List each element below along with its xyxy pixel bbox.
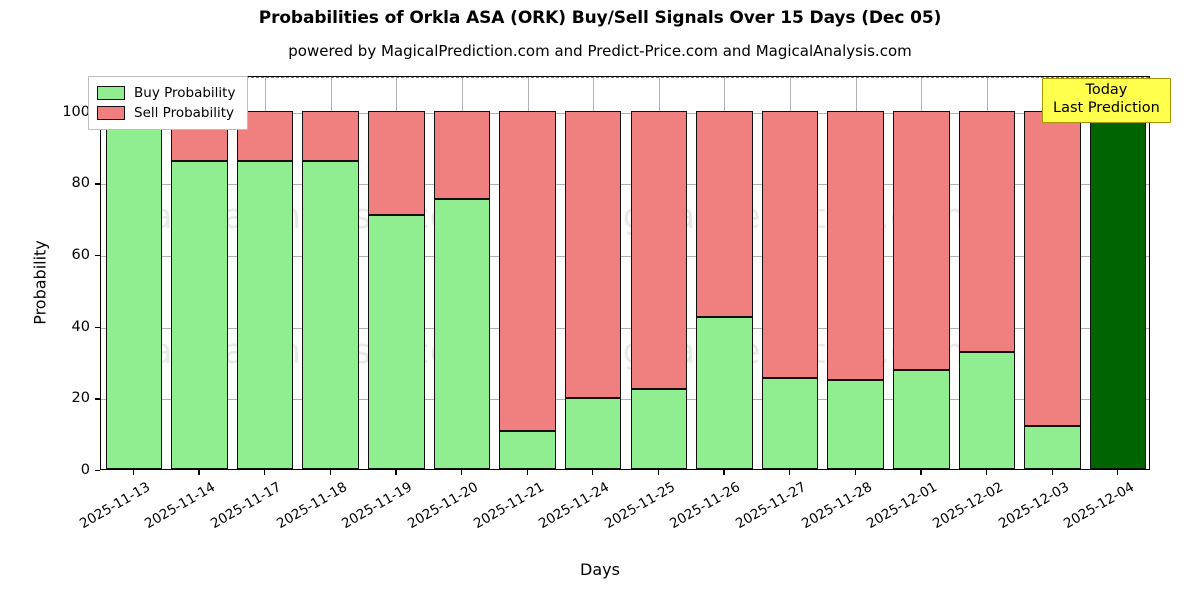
bar-group[interactable] (171, 77, 228, 469)
y-tick-label: 80 (71, 175, 90, 192)
y-tick-mark (95, 183, 100, 185)
y-tick-label: 40 (71, 318, 90, 335)
today-annotation-line2: Last Prediction (1053, 99, 1160, 116)
legend-item-buy: Buy Probability (97, 83, 235, 103)
buy-bar-segment[interactable] (564, 398, 622, 469)
bar-group[interactable] (302, 77, 359, 469)
buy-bar-segment[interactable] (236, 160, 294, 469)
legend-label-sell: Sell Probability (134, 105, 235, 121)
y-axis-label: Probability (30, 240, 50, 325)
x-tick-mark (526, 470, 528, 475)
bar-group[interactable] (368, 77, 425, 469)
y-tick-mark (95, 398, 100, 400)
bar-group[interactable] (827, 77, 884, 469)
buy-bar-segment[interactable] (302, 160, 359, 469)
x-tick-mark (1117, 470, 1119, 475)
today-annotation: Today Last Prediction (1042, 78, 1171, 124)
sell-bar-segment[interactable] (1024, 110, 1081, 426)
legend-item-sell: Sell Probability (97, 103, 235, 123)
buy-bar-segment[interactable] (171, 160, 228, 469)
buy-bar-segment[interactable] (958, 351, 1016, 469)
x-tick-mark (854, 470, 856, 475)
legend-label-buy: Buy Probability (134, 85, 236, 101)
chart-subtitle: powered by MagicalPrediction.com and Pre… (288, 42, 912, 60)
buy-bar-segment[interactable] (499, 431, 556, 469)
x-tick-mark (789, 470, 791, 475)
x-tick-mark (723, 470, 725, 475)
buy-bar-segment[interactable] (1024, 425, 1081, 469)
sell-bar-segment[interactable] (761, 110, 819, 379)
bar-group[interactable] (958, 77, 1016, 469)
buy-bar-segment[interactable] (827, 379, 884, 469)
x-tick-mark (395, 470, 397, 475)
chart-legend: Buy Probability Sell Probability (88, 76, 249, 130)
bar-group[interactable] (105, 77, 163, 469)
bar-group[interactable] (236, 77, 294, 469)
bar-series-container (101, 77, 1149, 469)
gridline-horizontal (101, 327, 1149, 329)
bar-group[interactable] (761, 77, 819, 469)
y-tick-mark (95, 470, 100, 472)
y-tick-label: 60 (71, 247, 90, 264)
sell-bar-segment[interactable] (302, 110, 359, 161)
y-tick-mark (95, 255, 100, 257)
x-tick-mark (657, 470, 659, 475)
bar-group[interactable] (630, 77, 688, 469)
buy-bar-segment[interactable] (761, 378, 819, 469)
gridline-horizontal (101, 184, 1149, 186)
bar-group[interactable] (1024, 77, 1081, 469)
buy-bar-segment[interactable] (893, 370, 950, 469)
x-tick-mark (1051, 470, 1053, 475)
sell-bar-segment[interactable] (368, 110, 425, 215)
buy-bar-segment[interactable] (696, 316, 753, 469)
x-axis-label: Days (580, 560, 620, 579)
bar-group[interactable] (499, 77, 556, 469)
x-tick-mark (592, 470, 594, 475)
sell-bar-segment[interactable] (499, 110, 556, 432)
buy-bar-segment[interactable] (368, 214, 425, 469)
x-tick-mark (920, 470, 922, 475)
threshold-dashed-line (101, 77, 1149, 78)
sell-bar-segment[interactable] (630, 110, 688, 390)
bar-group[interactable] (1089, 77, 1147, 469)
sell-bar-segment[interactable] (958, 110, 1016, 352)
sell-bar-segment[interactable] (433, 110, 491, 199)
buy-bar-segment[interactable] (433, 198, 491, 469)
gridline-horizontal (101, 256, 1149, 258)
sell-color-swatch (97, 106, 125, 120)
bar-group[interactable] (564, 77, 622, 469)
plot-area: MagicalAnalysis.comMagicalPrediction.com… (100, 76, 1150, 470)
x-tick-mark (132, 470, 134, 475)
y-tick-mark (95, 326, 100, 328)
x-tick-mark (985, 470, 988, 475)
sell-bar-segment[interactable] (893, 110, 950, 371)
x-tick-mark (460, 470, 463, 475)
sell-bar-segment[interactable] (696, 110, 753, 317)
x-tick-mark (198, 470, 200, 475)
buy-bar-segment[interactable] (630, 389, 688, 469)
bar-group[interactable] (433, 77, 491, 469)
gridline-horizontal (101, 112, 1149, 114)
today-annotation-line1: Today (1085, 82, 1128, 98)
chart-title: Probabilities of Orkla ASA (ORK) Buy/Sel… (258, 8, 942, 28)
sell-bar-segment[interactable] (827, 110, 884, 380)
sell-bar-segment[interactable] (564, 110, 622, 399)
bar-group[interactable] (696, 77, 753, 469)
y-tick-label: 100 (62, 103, 90, 120)
y-tick-label: 20 (71, 390, 90, 407)
x-tick-mark (264, 470, 266, 475)
today-bar-segment[interactable] (1089, 110, 1147, 469)
y-tick-label: 0 (80, 462, 90, 478)
x-tick-mark (329, 470, 331, 475)
bar-group[interactable] (893, 77, 950, 469)
buy-color-swatch (97, 86, 125, 100)
gridline-horizontal (101, 399, 1149, 401)
buy-bar-segment[interactable] (105, 110, 163, 469)
